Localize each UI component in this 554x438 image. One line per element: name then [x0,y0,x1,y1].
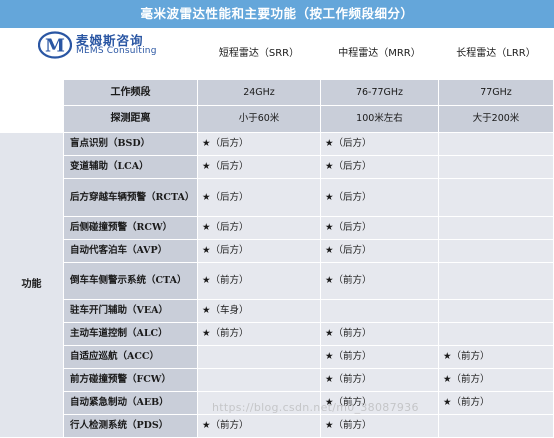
function-label: 后方穿越车辆预警（RCTA） [64,179,198,217]
spec-rows: 工作频段 24GHz 76-77GHz 77GHz 探测距离 小于60米 100… [0,80,554,133]
spec-value: 24GHz [198,80,321,106]
function-label: 后侧碰撞预警（RCW） [64,217,198,240]
mems-logo: M 麦姆斯咨询 MEMS Consulting [36,29,156,61]
svg-text:M: M [45,36,65,57]
function-label: 前方碰撞预警（FCW） [64,369,198,392]
col-header-lrr: 长程雷达（LRR） [439,28,554,80]
function-value: ★（后方） [321,240,439,263]
function-value: ★（后方） [198,133,321,156]
spec-blank [0,80,64,133]
col-header-mrr: 中程雷达（MRR） [321,28,439,80]
function-value: ★（后方） [198,179,321,217]
function-value: ★（后方） [321,179,439,217]
function-label: 倒车车侧警示系统（CTA） [64,263,198,300]
function-value: ★（后方） [198,217,321,240]
function-value: ★（前方） [321,323,439,346]
spec-label: 探测距离 [64,106,198,133]
function-label: 行人检测系统（PDS） [64,415,198,438]
function-value [439,240,554,263]
spec-value: 76-77GHz [321,80,439,106]
col-header-srr: 短程雷达（SRR） [198,28,321,80]
function-value [439,263,554,300]
function-label: 驻车开门辅助（VEA） [64,300,198,323]
spec-label: 工作频段 [64,80,198,106]
function-value [439,156,554,179]
function-value: ★（后方） [321,156,439,179]
function-label: 主动车道控制（ALC） [64,323,198,346]
function-label: 自动代客泊车（AVP） [64,240,198,263]
function-label: 自适应巡航（ACC） [64,346,198,369]
function-value: ★（前方） [321,369,439,392]
function-value: ★（前方） [321,415,439,438]
function-value: ★（前方） [198,263,321,300]
function-value: ★（车身） [198,300,321,323]
spec-value: 大于200米 [439,106,554,133]
function-value [439,133,554,156]
function-value [439,179,554,217]
logo-mark-icon: M [38,31,72,59]
function-value [439,217,554,240]
function-label: 自动紧急制动（AEB） [64,392,198,415]
function-value: ★（前方） [321,263,439,300]
table-title: 毫米波雷达性能和主要功能（按工作频段细分） [0,0,554,28]
function-value: ★（后方） [198,240,321,263]
spec-value: 小于60米 [198,106,321,133]
spec-value: 77GHz [439,80,554,106]
function-value: ★（后方） [321,217,439,240]
function-value: ★（前方） [198,415,321,438]
function-value: ★（前方） [439,392,554,415]
function-value [439,300,554,323]
function-value: ★（前方） [439,346,554,369]
function-label: 变道辅助（LCA） [64,156,198,179]
function-value: ★（后方） [321,133,439,156]
function-group-label: 功能 [0,133,64,438]
function-value [198,346,321,369]
function-value [198,392,321,415]
function-value [439,323,554,346]
logo-text-en: MEMS Consulting [76,46,157,56]
function-label: 盲点识别（BSD） [64,133,198,156]
function-value: ★（前方） [439,369,554,392]
function-value [198,369,321,392]
function-rows: 功能 盲点识别（BSD） ★（后方） ★（后方） 变道辅助（LCA） ★（后方） ★（后方… [0,133,554,438]
function-value: ★（前方） [321,392,439,415]
function-value: ★（前方） [321,346,439,369]
function-value: ★（后方） [198,156,321,179]
spec-value: 100米左右 [321,106,439,133]
function-value [321,300,439,323]
function-value: ★（前方） [198,323,321,346]
function-value [439,415,554,438]
